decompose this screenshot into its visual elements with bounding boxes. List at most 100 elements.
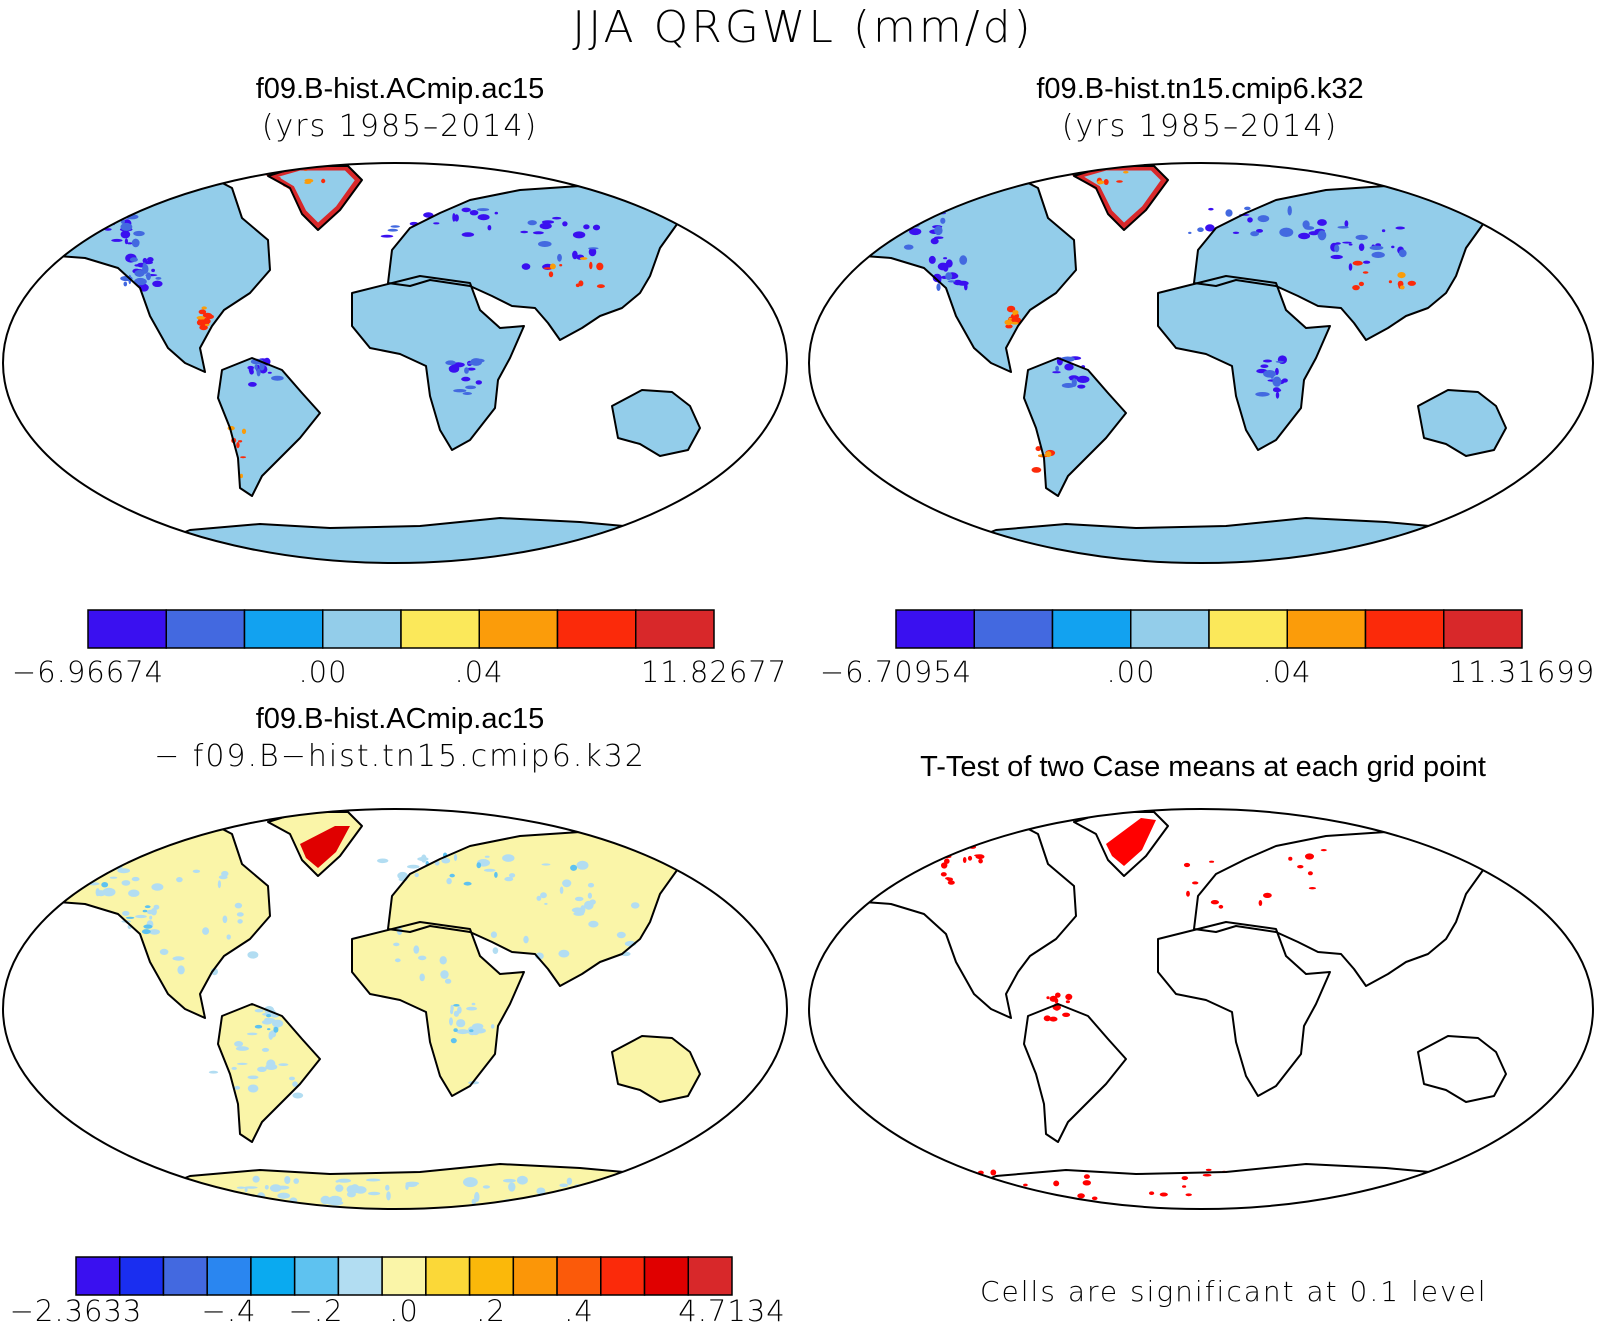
map-feature (172, 956, 185, 961)
map-feature (1077, 384, 1086, 389)
map-feature (128, 889, 140, 897)
map-feature (151, 268, 156, 273)
map-feature (445, 360, 456, 365)
map-feature (1258, 900, 1263, 906)
map-feature (536, 895, 542, 901)
map-frame (808, 808, 1594, 1210)
map-feature (1444, 827, 1454, 831)
map-feature (84, 212, 94, 216)
colorbar-swatch (87, 609, 167, 649)
colorbar-case1-tick: .04 (454, 655, 504, 689)
map-feature (1255, 392, 1270, 397)
map-feature (320, 1195, 331, 1205)
map-feature (953, 843, 958, 849)
map-feature (453, 389, 467, 393)
map-feature (573, 911, 585, 916)
map-feature (1244, 206, 1251, 211)
map-feature (1210, 900, 1219, 905)
map-feature (135, 914, 147, 919)
colorbar-swatch (512, 1256, 558, 1296)
map-feature (129, 257, 138, 262)
colorbar-swatch (118, 1256, 165, 1296)
map-feature (572, 231, 586, 239)
map-feature (958, 1186, 965, 1192)
map-feature (589, 899, 596, 905)
map-feature (502, 854, 515, 862)
colorbar-swatch (1051, 609, 1132, 649)
map-feature (254, 1024, 263, 1029)
map-feature (540, 892, 547, 899)
map-feature (256, 368, 261, 377)
colorbar-swatch (1443, 609, 1523, 649)
map-feature (449, 1017, 453, 1026)
map-feature (1065, 1000, 1070, 1004)
map-feature (579, 257, 588, 260)
map-feature (413, 945, 420, 954)
map-feature (1308, 887, 1316, 890)
coastline-eurasia (387, 831, 681, 987)
map-feature (1096, 180, 1105, 185)
map-feature (475, 358, 485, 363)
land-australia (1418, 1036, 1506, 1102)
greenland-significant (1106, 818, 1156, 866)
map-feature (1046, 996, 1050, 1000)
map-feature (1298, 232, 1311, 240)
map-feature (450, 1004, 454, 1012)
map-feature (1449, 832, 1456, 837)
map-feature (904, 216, 918, 223)
colorbar-diff (75, 1256, 733, 1296)
colorbar-swatch (400, 609, 480, 649)
map-feature (1008, 317, 1012, 320)
panel-title-ttest: T-Test of two Case means at each grid po… (800, 748, 1606, 786)
map-feature (1344, 220, 1349, 228)
map-feature (448, 364, 460, 373)
map-feature (123, 281, 128, 287)
coastline-antarctica (955, 517, 1507, 563)
map-feature (1062, 1012, 1071, 1017)
map-feature (1083, 1174, 1090, 1179)
map-feature (1069, 376, 1074, 381)
map-feature (574, 896, 584, 902)
map-feature (1438, 839, 1448, 846)
map-feature (964, 283, 968, 291)
map-feature (544, 902, 548, 905)
coastline-eurasia (1193, 185, 1487, 341)
map-feature (482, 1185, 490, 1189)
map-feature (284, 1176, 291, 1184)
map-feature (1247, 217, 1253, 223)
colorbar-case2 (895, 609, 1523, 649)
map-feature (1281, 378, 1288, 383)
map-feature (903, 215, 907, 227)
map-feature (1225, 209, 1233, 217)
map-feature (589, 261, 593, 270)
map-feature (903, 244, 914, 250)
map-feature (1004, 319, 1013, 326)
map-feature (571, 1195, 584, 1203)
map-feature (1279, 227, 1294, 237)
map-feature (92, 857, 102, 861)
map-feature (192, 869, 201, 873)
map-feature (122, 910, 130, 916)
panel-diff-subtract: − f09.B−hist.tn15.cmip6.k32 (154, 739, 646, 774)
map-feature (125, 916, 135, 919)
map-feature (465, 385, 477, 390)
colorbar-swatch (556, 609, 637, 649)
land-africa (1158, 922, 1330, 1096)
map-feature (935, 849, 941, 853)
map-feature (889, 205, 899, 214)
map-feature (146, 272, 151, 281)
map-feature (267, 1028, 271, 1031)
map-feature (292, 1081, 298, 1087)
map-feature (508, 1182, 516, 1192)
map-feature (1192, 881, 1199, 885)
map-feature (1023, 1183, 1028, 1187)
map-feature (576, 860, 589, 870)
colorbar-swatch (75, 1256, 121, 1296)
map-feature (587, 247, 599, 250)
map-feature (266, 1059, 276, 1069)
map-feature (236, 1186, 246, 1189)
map-feature (946, 877, 953, 882)
map-feature (133, 230, 145, 237)
map-feature (147, 257, 154, 263)
coastline-south-america (1023, 1003, 1127, 1143)
